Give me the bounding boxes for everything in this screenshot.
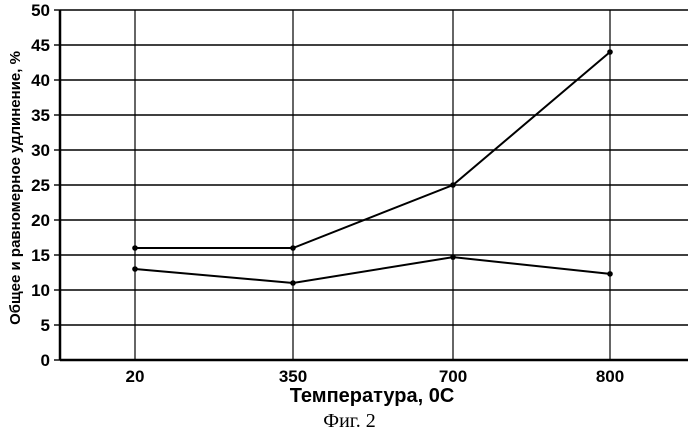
data-point: [450, 254, 456, 260]
y-tick-labels: 0 5 10 15 20 25 30 35 40 45 50: [31, 1, 50, 370]
data-point: [607, 271, 613, 277]
x-tick-label: 350: [279, 367, 307, 386]
y-tick-label: 20: [31, 211, 50, 230]
y-tick-label: 30: [31, 141, 50, 160]
data-point: [132, 245, 138, 251]
data-point: [450, 182, 456, 188]
y-tick-label: 50: [31, 1, 50, 20]
data-point: [607, 49, 613, 55]
x-tick-labels: 20 350 700 800: [126, 367, 625, 386]
y-axis-label: Общее и равномерное удлинение, %: [7, 51, 24, 325]
x-tick-label: 20: [126, 367, 145, 386]
x-tick-label: 700: [439, 367, 467, 386]
series-group: [132, 49, 613, 286]
y-tick-label: 5: [41, 316, 50, 335]
data-point: [132, 266, 138, 272]
y-tick-label: 25: [31, 176, 50, 195]
grid-lines: [60, 10, 688, 360]
y-tick-label: 0: [41, 351, 50, 370]
y-tick-label: 35: [31, 106, 50, 125]
series-line: [135, 257, 610, 283]
y-tick-label: 40: [31, 71, 50, 90]
x-tick-label: 800: [596, 367, 624, 386]
y-tick-label: 10: [31, 281, 50, 300]
data-point: [290, 245, 296, 251]
figure-caption: Фиг. 2: [0, 410, 699, 433]
data-point: [290, 280, 296, 286]
x-axis-label: Температура, 0С: [290, 385, 455, 407]
y-tick-label: 15: [31, 246, 50, 265]
y-tick-label: 45: [31, 36, 50, 55]
